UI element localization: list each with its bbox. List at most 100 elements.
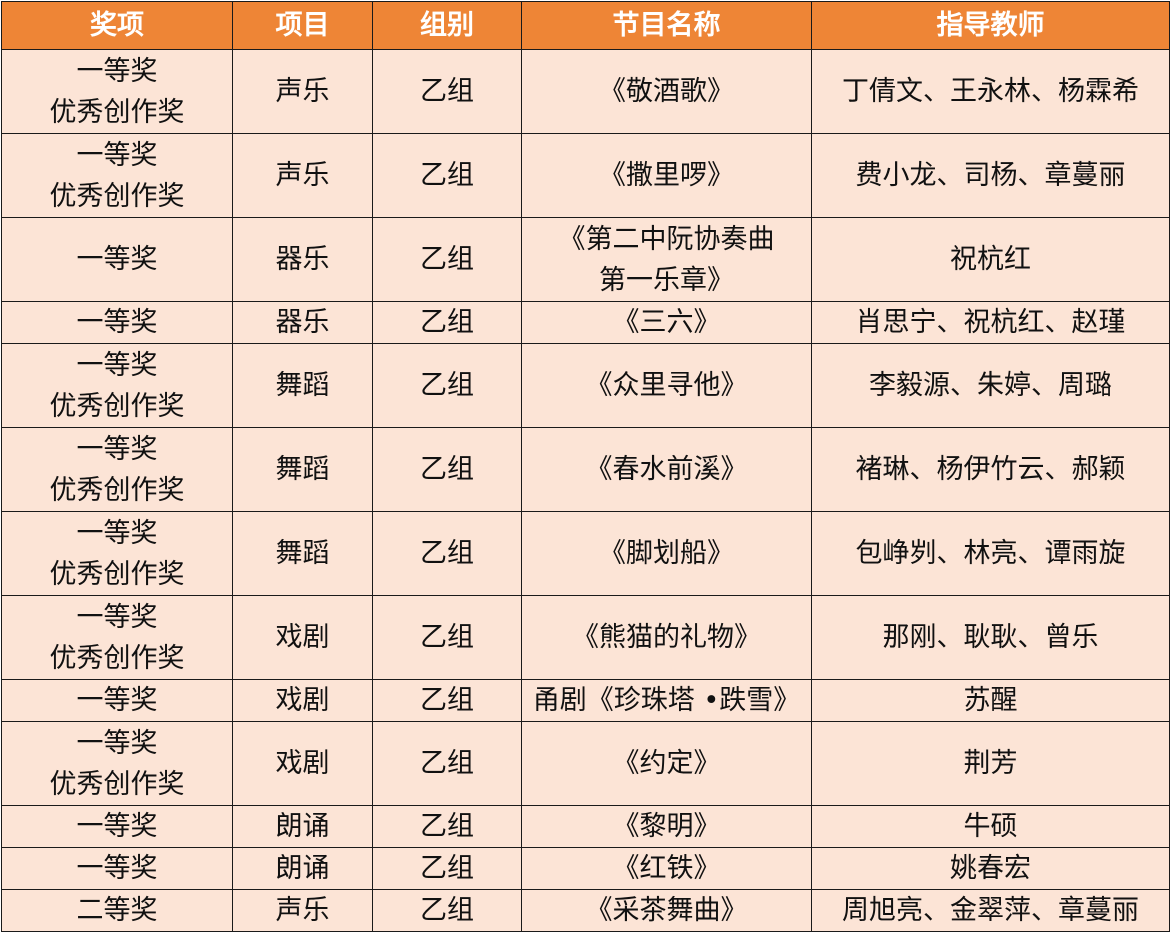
category-cell: 朗诵	[232, 847, 373, 890]
program-cell-line: 《撒里啰》	[599, 160, 734, 191]
program-cell-line: 《春水前溪》	[585, 454, 748, 485]
program-cell: 《约定》	[521, 721, 812, 806]
award-cell-line: 优秀创作奖	[49, 180, 185, 212]
category-cell: 器乐	[232, 217, 373, 302]
group-cell: 乙组	[372, 133, 522, 218]
group-cell: 乙组	[372, 217, 522, 302]
teachers-cell: 褚琳、杨伊竹云、郝颖	[811, 427, 1170, 512]
group-cell: 乙组	[372, 427, 522, 512]
table-row: 一等奖 戏剧 乙组 甬剧《珍珠塔 •跌雪》 苏醒	[1, 679, 1170, 722]
award-cell: 一等奖 优秀创作奖	[1, 511, 233, 596]
table-row: 一等奖 优秀创作奖 戏剧 乙组 《熊猫的礼物》 那刚、耿耿、曾乐	[1, 595, 1170, 680]
award-cell: 二等奖	[1, 889, 233, 932]
award-cell-line: 优秀创作奖	[49, 474, 185, 506]
category-cell: 声乐	[232, 889, 373, 932]
teachers-cell: 丁倩文、王永林、杨霖希	[811, 49, 1170, 134]
header-award: 奖项	[1, 1, 233, 50]
award-cell-line: 一等奖	[76, 139, 158, 171]
category-cell: 器乐	[232, 301, 373, 344]
program-cell-line: 《敬酒歌》	[599, 76, 734, 107]
program-cell-line: 《红铁》	[612, 853, 721, 884]
category-cell: 舞蹈	[232, 511, 373, 596]
table-row: 二等奖 声乐 乙组 《采茶舞曲》 周旭亮、金翠萍、章蔓丽	[1, 889, 1170, 932]
award-cell: 一等奖	[1, 217, 233, 302]
group-cell: 乙组	[372, 49, 522, 134]
table-row: 一等奖 优秀创作奖 声乐 乙组 《敬酒歌》 丁倩文、王永林、杨霖希	[1, 49, 1170, 134]
teachers-cell: 祝杭红	[811, 217, 1170, 302]
program-cell-line: 《众里寻他》	[585, 370, 748, 401]
group-cell: 乙组	[372, 343, 522, 428]
program-cell: 《黎明》	[521, 805, 812, 848]
group-cell: 乙组	[372, 805, 522, 848]
table-row: 一等奖 优秀创作奖 声乐 乙组 《撒里啰》 费小龙、司杨、章蔓丽	[1, 133, 1170, 218]
award-cell-line: 一等奖	[76, 433, 158, 465]
award-cell: 一等奖	[1, 847, 233, 890]
teachers-cell: 那刚、耿耿、曾乐	[811, 595, 1170, 680]
program-cell: 《第二中阮协奏曲 第一乐章》	[521, 217, 812, 302]
category-cell: 舞蹈	[232, 427, 373, 512]
award-cell-line: 一等奖	[76, 307, 158, 338]
teachers-cell: 苏醒	[811, 679, 1170, 722]
category-cell: 声乐	[232, 49, 373, 134]
table-row: 一等奖 优秀创作奖 舞蹈 乙组 《众里寻他》 李毅源、朱婷、周璐	[1, 343, 1170, 428]
award-cell: 一等奖 优秀创作奖	[1, 721, 233, 806]
program-cell: 《采茶舞曲》	[521, 889, 812, 932]
award-cell: 一等奖	[1, 679, 233, 722]
category-cell: 戏剧	[232, 721, 373, 806]
award-cell-line: 二等奖	[76, 895, 158, 926]
program-cell: 《熊猫的礼物》	[521, 595, 812, 680]
table-row: 一等奖 优秀创作奖 舞蹈 乙组 《脚划船》 包峥刿、林亮、谭雨旋	[1, 511, 1170, 596]
award-cell-line: 优秀创作奖	[49, 390, 185, 422]
award-cell: 一等奖 优秀创作奖	[1, 343, 233, 428]
group-cell: 乙组	[372, 679, 522, 722]
award-cell-line: 一等奖	[76, 601, 158, 633]
award-cell-line: 一等奖	[76, 685, 158, 716]
category-cell: 朗诵	[232, 805, 373, 848]
award-cell-line: 优秀创作奖	[49, 642, 185, 674]
teachers-cell: 费小龙、司杨、章蔓丽	[811, 133, 1170, 218]
award-cell: 一等奖 优秀创作奖	[1, 49, 233, 134]
program-cell-line: 《脚划船》	[599, 538, 734, 569]
award-cell: 一等奖	[1, 301, 233, 344]
program-cell: 《脚划船》	[521, 511, 812, 596]
program-cell: 《三六》	[521, 301, 812, 344]
group-cell: 乙组	[372, 595, 522, 680]
award-cell-line: 优秀创作奖	[49, 768, 185, 800]
group-cell: 乙组	[372, 511, 522, 596]
category-cell: 声乐	[232, 133, 373, 218]
table-row: 一等奖 朗诵 乙组 《红铁》 姚春宏	[1, 847, 1170, 890]
table-row: 一等奖 器乐 乙组 《第二中阮协奏曲 第一乐章》 祝杭红	[1, 217, 1170, 302]
award-cell: 一等奖 优秀创作奖	[1, 427, 233, 512]
table-row: 一等奖 优秀创作奖 舞蹈 乙组 《春水前溪》 褚琳、杨伊竹云、郝颖	[1, 427, 1170, 512]
award-cell-line: 一等奖	[76, 55, 158, 87]
header-category: 项目	[232, 1, 373, 50]
program-cell-line: 《第二中阮协奏曲	[558, 223, 775, 255]
header-row: 奖项 项目 组别 节目名称 指导教师	[1, 1, 1170, 50]
table-row: 一等奖 优秀创作奖 戏剧 乙组 《约定》 荆芳	[1, 721, 1170, 806]
program-cell-line: 第一乐章》	[599, 264, 734, 296]
category-cell: 戏剧	[232, 679, 373, 722]
award-cell: 一等奖	[1, 805, 233, 848]
header-group: 组别	[372, 1, 522, 50]
teachers-cell: 牛硕	[811, 805, 1170, 848]
table-row: 一等奖 朗诵 乙组 《黎明》 牛硕	[1, 805, 1170, 848]
program-cell: 《撒里啰》	[521, 133, 812, 218]
table-row: 一等奖 器乐 乙组 《三六》 肖思宁、祝杭红、赵瑾	[1, 301, 1170, 344]
program-cell: 《敬酒歌》	[521, 49, 812, 134]
program-cell: 甬剧《珍珠塔 •跌雪》	[521, 679, 812, 722]
award-cell-line: 一等奖	[76, 811, 158, 842]
program-cell-line: 《约定》	[612, 748, 721, 779]
program-cell-line: 《采茶舞曲》	[585, 895, 748, 926]
program-cell-line: 《三六》	[612, 307, 721, 338]
program-cell: 《春水前溪》	[521, 427, 812, 512]
award-cell-line: 一等奖	[76, 349, 158, 381]
award-cell-line: 优秀创作奖	[49, 558, 185, 590]
group-cell: 乙组	[372, 847, 522, 890]
teachers-cell: 周旭亮、金翠萍、章蔓丽	[811, 889, 1170, 932]
program-cell-line: 甬剧《珍珠塔 •跌雪》	[532, 685, 801, 716]
category-cell: 舞蹈	[232, 343, 373, 428]
award-cell: 一等奖 优秀创作奖	[1, 133, 233, 218]
group-cell: 乙组	[372, 889, 522, 932]
program-cell: 《红铁》	[521, 847, 812, 890]
